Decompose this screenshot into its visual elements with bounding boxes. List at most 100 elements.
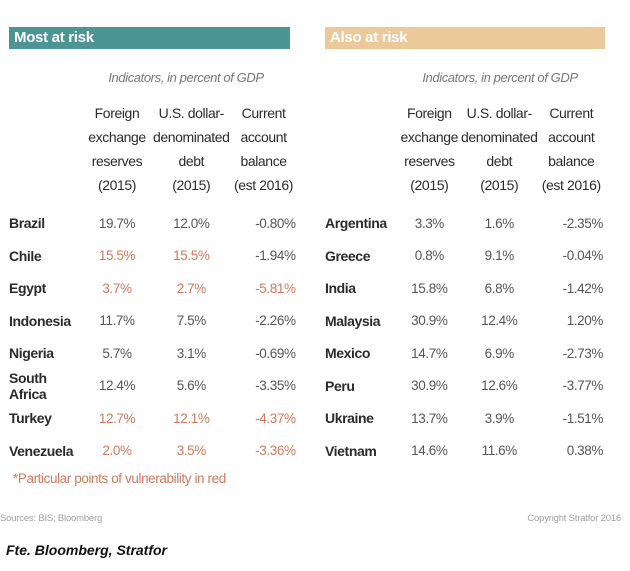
debt-value: 12.4%: [481, 313, 518, 329]
balance-value: -2.35%: [562, 215, 604, 231]
balance-value: -0.80%: [255, 215, 296, 231]
most-at-risk-panel: Most at risk Indicators, in percent of G…: [9, 27, 299, 467]
table-row: Venezuela 2.0% 3.5% -3.36%: [9, 435, 298, 468]
left-subtitle: Indicators, in percent of GDP: [108, 70, 264, 85]
reserves-value: 3.7%: [102, 280, 132, 296]
debt-header: U.S. dollar- denominated debt (2015): [460, 105, 538, 193]
reserves-value: 2.0%: [102, 443, 132, 459]
debt-value: 3.9%: [484, 410, 515, 426]
table-row: Turkey 12.7% 12.1% -4.37%: [9, 402, 298, 435]
balance-value: -3.35%: [255, 378, 296, 394]
reserves-value: 11.7%: [99, 313, 135, 329]
balance-value: -5.81%: [255, 280, 296, 296]
country-name: Venezuela: [9, 442, 74, 459]
balance-value: -0.69%: [255, 345, 296, 361]
debt-value: 9.1%: [484, 248, 515, 264]
also-at-risk-panel: Also at risk Indicators, in percent of G…: [325, 27, 605, 467]
reserves-value: 14.7%: [411, 345, 448, 361]
balance-value: -1.51%: [562, 410, 604, 426]
balance-value: 1.20%: [566, 313, 604, 329]
balance-header: Current account balance (est 2016): [234, 105, 294, 193]
table-row: Egypt 3.7% 2.7% -5.81%: [9, 272, 298, 305]
reserves-value: 14.6%: [411, 443, 448, 459]
balance-value: -3.36%: [255, 443, 296, 459]
debt-value: 6.9%: [484, 345, 515, 361]
country-name: South Africa: [9, 369, 47, 402]
debt-value: 12.0%: [173, 215, 210, 231]
debt-value: 11.6%: [481, 443, 518, 459]
reserves-value: 13.7%: [411, 410, 448, 426]
country-name: Chile: [9, 247, 42, 264]
reserves-header: Foreign exchange reserves (2015): [400, 105, 459, 193]
balance-value: -3.77%: [562, 378, 604, 394]
debt-value: 3.5%: [176, 443, 207, 459]
debt-value: 3.1%: [176, 345, 207, 361]
debt-value: 5.6%: [176, 378, 207, 394]
reserves-value: 15.5%: [98, 248, 136, 264]
table-row: Malaysia 30.9% 12.4% 1.20%: [325, 305, 605, 338]
country-name: Greece: [325, 247, 371, 264]
balance-value: -4.37%: [255, 410, 296, 426]
balance-value: 0.38%: [566, 443, 604, 459]
country-name: India: [325, 280, 356, 297]
also-at-risk-banner: Also at risk: [325, 27, 605, 49]
country-name: Nigeria: [9, 345, 54, 362]
table-row: Argentina 3.3% 1.6% -2.35%: [325, 207, 605, 240]
debt-value: 12.6%: [481, 378, 518, 394]
balance-value: -0.04%: [562, 248, 604, 264]
country-name: Ukraine: [325, 410, 374, 427]
table-row: Ukraine 13.7% 3.9% -1.51%: [325, 402, 605, 435]
reserves-value: 19.7%: [98, 215, 136, 231]
country-name: Brazil: [9, 215, 45, 232]
reserves-header: Foreign exchange reserves (2015): [88, 105, 146, 193]
table-row: Greece 0.8% 9.1% -0.04%: [325, 240, 605, 273]
debt-value: 15.5%: [173, 248, 210, 264]
reserves-value: 12.7%: [98, 410, 136, 426]
right-subtitle: Indicators, in percent of GDP: [422, 70, 578, 85]
balance-value: -2.73%: [562, 345, 604, 361]
reserves-value: 0.8%: [414, 248, 445, 264]
debt-value: 2.7%: [176, 280, 207, 296]
table-row: India 15.8% 6.8% -1.42%: [325, 272, 605, 305]
caption: Fte. Bloomberg, Stratfor: [6, 542, 168, 558]
table-row: Brazil 19.7% 12.0% -0.80%: [9, 207, 298, 240]
country-header: [325, 101, 398, 207]
country-name: Mexico: [325, 345, 371, 362]
country-name: Turkey: [9, 410, 52, 427]
country-header: [9, 101, 81, 207]
debt-header: U.S. dollar- denominated debt (2015): [153, 105, 230, 193]
most-at-risk-banner: Most at risk: [9, 27, 290, 49]
country-name: Malaysia: [325, 312, 381, 329]
debt-value: 6.8%: [484, 280, 515, 296]
country-name: Argentina: [325, 215, 387, 232]
table-row: Mexico 14.7% 6.9% -2.73%: [325, 337, 605, 370]
sources-note: Sources: BIS; Bloomberg: [0, 513, 103, 524]
table-row: Nigeria 5.7% 3.1% -0.69%: [9, 337, 298, 370]
debt-value: 7.5%: [176, 313, 207, 329]
reserves-value: 30.9%: [411, 313, 448, 329]
balance-value: -2.26%: [255, 313, 296, 329]
footnote: *Particular points of vulnerability in r…: [13, 471, 226, 486]
reserves-value: 12.4%: [98, 378, 136, 394]
table-row: Indonesia 11.7% 7.5% -2.26%: [9, 305, 298, 338]
country-name: Egypt: [9, 280, 46, 297]
table-row: Peru 30.9% 12.6% -3.77%: [325, 370, 605, 403]
table-row: Chile 15.5% 15.5% -1.94%: [9, 240, 298, 273]
country-name: Peru: [325, 377, 355, 394]
country-name: Indonesia: [9, 312, 71, 329]
most-at-risk-table: Foreign exchange reserves (2015) U.S. do…: [9, 101, 298, 467]
also-at-risk-table: Foreign exchange reserves (2015) U.S. do…: [325, 101, 605, 467]
reserves-value: 5.7%: [102, 345, 132, 361]
balance-value: -1.94%: [255, 248, 296, 264]
reserves-value: 3.3%: [414, 215, 445, 231]
debt-value: 12.1%: [173, 410, 210, 426]
copyright-note: Copyright Stratfor 2016: [527, 513, 621, 524]
country-name: Vietnam: [325, 442, 377, 459]
balance-value: -1.42%: [562, 280, 604, 296]
table-row: South Africa 12.4% 5.6% -3.35%: [9, 370, 298, 403]
debt-value: 1.6%: [484, 215, 515, 231]
balance-header: Current account balance (est 2016): [541, 105, 601, 193]
reserves-value: 15.8%: [411, 280, 448, 296]
table-row: Vietnam 14.6% 11.6% 0.38%: [325, 435, 605, 468]
reserves-value: 30.9%: [411, 378, 448, 394]
